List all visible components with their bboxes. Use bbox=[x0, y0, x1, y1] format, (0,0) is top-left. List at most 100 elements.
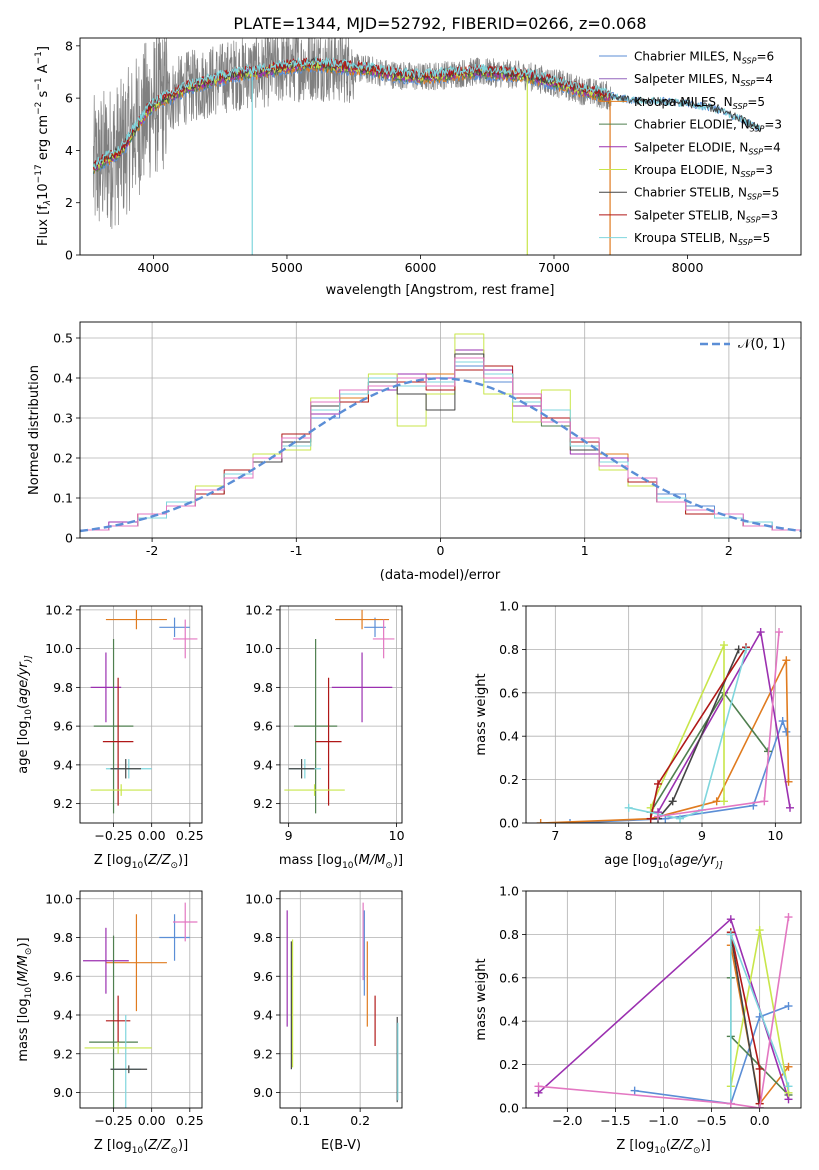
y-axis-label: Normed distribution bbox=[27, 365, 42, 495]
x-tick-label: −2.0 bbox=[552, 1113, 582, 1128]
legend-label-part: Chabrier MILES, N bbox=[634, 50, 742, 64]
legend-label-part: Kroupa STELIB, N bbox=[634, 231, 738, 245]
legend-label-part: SSP bbox=[747, 193, 762, 202]
y-tick-label: 9.6 bbox=[253, 719, 273, 734]
x-axis-label-part: )] bbox=[178, 1138, 188, 1153]
y-axis-label-part: ] bbox=[36, 46, 51, 51]
y-axis-label-part: −1 bbox=[34, 77, 44, 90]
y-axis-label-part: ( bbox=[16, 704, 31, 709]
y-axis-label-part: )] bbox=[24, 655, 34, 664]
axes-frame bbox=[79, 37, 802, 256]
y-tick-label: 10.2 bbox=[245, 602, 273, 617]
x-tick-label: 0.0 bbox=[750, 1113, 770, 1128]
y-axis-label-part: M/M bbox=[16, 955, 31, 982]
panel-weight_vs_Z: −2.0 −1.5 −1.0 −0.5 0.0 0.0 0.2 0.4 0.6 0.8 1.0 Z [… bbox=[474, 884, 802, 1156]
y-tick-label: 0.8 bbox=[499, 927, 519, 942]
x-axis-label-part: ⊙ bbox=[170, 861, 178, 871]
legend-label: Chabrier STELIB, NSSP=5 bbox=[634, 186, 779, 202]
x-tick-label: 0.1 bbox=[290, 1113, 310, 1128]
y-tick-label: 9.6 bbox=[53, 969, 73, 984]
y-tick-label: 9.8 bbox=[253, 930, 273, 945]
x-tick-label: 2 bbox=[725, 543, 733, 558]
y-tick-label: 10.2 bbox=[45, 602, 73, 617]
x-tick-label: -2 bbox=[146, 543, 158, 558]
y-tick-label: 0.2 bbox=[53, 451, 73, 466]
x-tick-label: 0.25 bbox=[176, 828, 204, 843]
legend-label-part: SSP bbox=[750, 125, 765, 134]
y-axis-label-part: λ bbox=[43, 200, 53, 206]
panel-age_vs_Z: −0.25 0.00 0.259.29.49.69.810.010.2Z [log1… bbox=[16, 602, 204, 871]
axes-frame bbox=[79, 890, 203, 1109]
y-tick-label: 0.0 bbox=[499, 1101, 519, 1116]
y-axis-label-part: A bbox=[36, 64, 51, 77]
x-axis-label-part: 10 bbox=[342, 861, 354, 871]
axes-frame bbox=[525, 605, 802, 824]
y-tick-label: 10.0 bbox=[245, 641, 273, 656]
y-tick-label: 9.0 bbox=[253, 1085, 273, 1100]
legend-label: Kroupa MILES, NSSP=5 bbox=[634, 95, 765, 111]
x-axis-label-part: Z/Z bbox=[147, 1138, 171, 1153]
y-axis-label-part: age/yr bbox=[16, 661, 31, 704]
x-axis-label-part: ( bbox=[669, 853, 674, 868]
legend-label-part: Salpeter MILES, N bbox=[634, 72, 741, 86]
y-axis-label: Flux [fλ10−17 erg cm−2 s−1 A−1] bbox=[34, 46, 53, 246]
y-tick-label: 9.2 bbox=[53, 1046, 73, 1061]
y-axis-label-part: −17 bbox=[34, 164, 44, 183]
y-tick-label: 8 bbox=[65, 38, 73, 53]
histogram-series bbox=[80, 357, 801, 531]
y-axis-label-part: s bbox=[36, 90, 51, 101]
x-axis-label-part: )] bbox=[701, 1138, 711, 1153]
y-tick-label: 9.8 bbox=[253, 680, 273, 695]
y-tick-label: 9.0 bbox=[53, 1085, 73, 1100]
legend-label: Chabrier MILES, NSSP=6 bbox=[634, 50, 774, 66]
panel-residuals: -2 -1 0 1 2 0 0.1 0.2 0.3 0.4 0.5 𝒩(0, 1) (data-mode… bbox=[27, 321, 802, 583]
y-tick-label: 0.2 bbox=[499, 1057, 519, 1072]
spectrum-model-line bbox=[92, 56, 612, 169]
x-tick-label: 1 bbox=[581, 543, 589, 558]
y-axis-label-part: erg cm bbox=[36, 115, 51, 164]
x-tick-label: 9 bbox=[698, 828, 706, 843]
normal-curve bbox=[80, 377, 801, 533]
axes-frame bbox=[525, 890, 802, 1109]
x-axis-label: mass [log10(M/M⊙)] bbox=[279, 853, 403, 871]
legend-label: Kroupa STELIB, NSSP=5 bbox=[634, 231, 770, 247]
legend-label-part: SSP bbox=[746, 215, 761, 224]
x-tick-label: 8 bbox=[625, 828, 633, 843]
plot-area bbox=[534, 913, 793, 1108]
legend-label: Salpeter MILES, NSSP=4 bbox=[634, 72, 773, 88]
y-axis-label-part: −1 bbox=[34, 51, 44, 64]
x-axis-label-part: mass [log bbox=[279, 853, 342, 868]
x-axis-label-part: )] bbox=[178, 853, 188, 868]
x-tick-label: 0.00 bbox=[138, 1113, 166, 1128]
spectrum-tail-line bbox=[609, 93, 762, 133]
legend-label-part: Chabrier ELODIE, N bbox=[634, 118, 750, 132]
y-tick-label: 9.2 bbox=[253, 1046, 273, 1061]
plot-area bbox=[286, 902, 399, 1103]
legend-label-part: =3 bbox=[755, 163, 773, 177]
plot-area bbox=[80, 333, 801, 533]
plot-area bbox=[92, 38, 762, 255]
y-tick-label: 9.6 bbox=[53, 719, 73, 734]
x-axis-label-part: 10 bbox=[654, 1146, 666, 1156]
x-tick-label: 0.25 bbox=[176, 1113, 204, 1128]
weight-line bbox=[730, 934, 761, 1108]
x-axis-label-part: 10 bbox=[658, 861, 670, 871]
y-tick-label: 0.5 bbox=[53, 331, 73, 346]
y-tick-label: 0.1 bbox=[53, 491, 73, 506]
y-axis-label-part: 10 bbox=[24, 709, 34, 721]
x-axis-label: Z [log10(Z/Z⊙)] bbox=[94, 1138, 188, 1156]
y-tick-label: 2 bbox=[65, 195, 73, 210]
panel-spectrum: 4000 5000 6000 7000 8000 0 2 4 6 8 wavelength [Ang… bbox=[34, 37, 802, 298]
plot-area bbox=[90, 609, 198, 814]
y-tick-label: 0.4 bbox=[53, 371, 73, 386]
x-tick-label: 7000 bbox=[538, 260, 570, 275]
y-tick-label: 4 bbox=[65, 143, 73, 158]
x-axis-label-part: age [log bbox=[604, 853, 657, 868]
y-tick-label: 0 bbox=[65, 248, 73, 263]
plot-area bbox=[83, 902, 198, 1108]
y-tick-label: 9.4 bbox=[53, 757, 73, 772]
legend-label-part: =6 bbox=[756, 50, 774, 64]
